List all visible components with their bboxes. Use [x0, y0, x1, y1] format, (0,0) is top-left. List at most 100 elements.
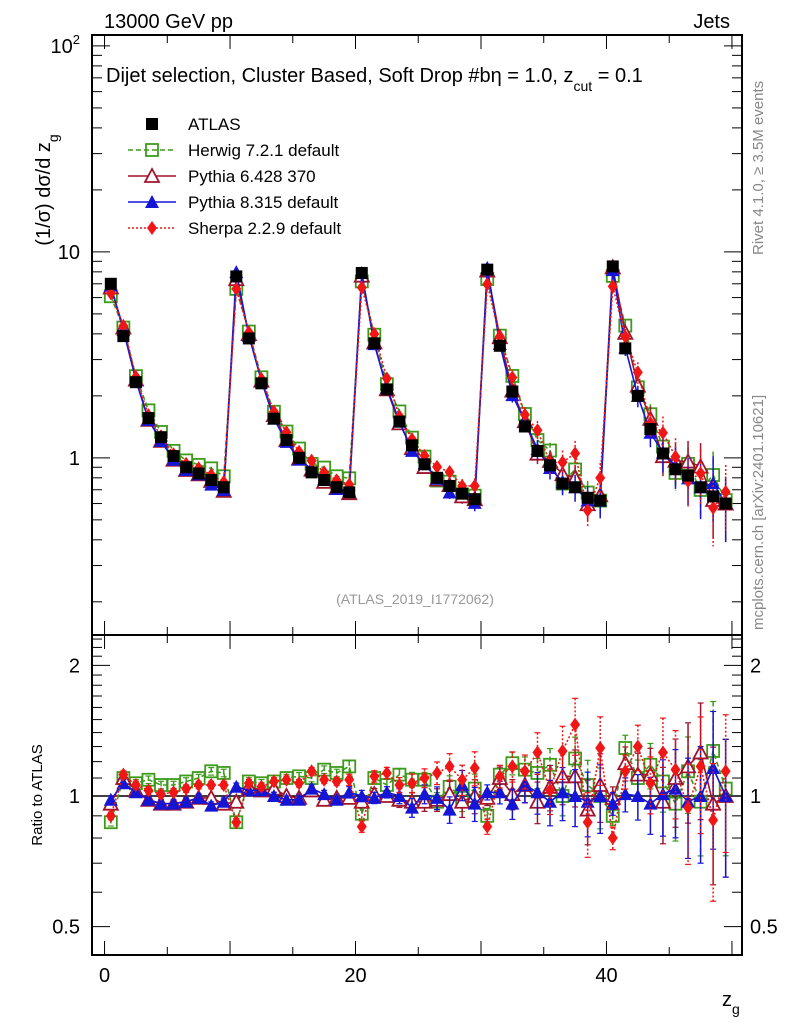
atlas-point	[518, 420, 531, 433]
ratio-point	[392, 788, 407, 802]
atlas-point	[192, 467, 205, 480]
rivet-label: Rivet 4.1.0, ≥ 3.5M events	[750, 81, 767, 255]
ratio-point	[379, 785, 394, 799]
data-point	[381, 371, 392, 386]
ratio-point	[130, 778, 141, 793]
ratio-point	[593, 788, 608, 802]
y-tick-label-right: 2	[750, 655, 761, 677]
data-point	[356, 280, 367, 295]
x-tick-label: 40	[595, 965, 617, 987]
ratio-point	[292, 792, 307, 806]
ratio-point	[430, 790, 445, 804]
ratio-point	[607, 831, 618, 846]
ratio-point	[181, 781, 192, 796]
legend-item: Herwig 7.2.1 default	[128, 141, 339, 160]
legend-label: Herwig 7.2.1 default	[188, 141, 339, 160]
ratio-point	[294, 776, 305, 791]
main-ylabel-sub: g	[45, 134, 61, 142]
ratio-point	[467, 796, 482, 810]
ratio-point	[143, 783, 154, 798]
ratio-point	[595, 741, 606, 756]
data-point	[469, 478, 480, 493]
ratio-point	[356, 819, 367, 834]
data-point	[607, 279, 618, 294]
series-line	[110, 275, 727, 503]
atlas-point	[707, 490, 720, 503]
y-tick-label: 1	[69, 448, 80, 470]
data-point	[595, 470, 606, 485]
ratio-point	[442, 802, 457, 816]
atlas-point	[569, 481, 582, 494]
ratio-point	[505, 796, 520, 810]
atlas-point	[242, 332, 255, 345]
ratio-point	[432, 765, 443, 780]
legend-marker	[143, 167, 161, 183]
ratio-point	[630, 788, 645, 802]
atlas-point	[142, 412, 155, 425]
ratio-point	[204, 798, 219, 812]
atlas-point	[167, 450, 180, 463]
legend-item: ATLAS	[146, 115, 241, 134]
atlas-point	[694, 481, 707, 494]
atlas-point	[581, 491, 594, 504]
atlas-point	[594, 494, 607, 507]
ratio-ylabel: Ratio to ATLAS	[29, 744, 46, 845]
ratio-series-sherpa-2-2-9-default	[105, 697, 731, 902]
legend-label: Sherpa 2.2.9 default	[188, 219, 341, 238]
ratio-point	[643, 796, 658, 810]
ratio-point	[620, 764, 631, 779]
ratio-point	[218, 778, 229, 793]
ratio-point	[457, 772, 468, 787]
ratio-point	[519, 764, 530, 779]
atlas-point	[104, 277, 117, 290]
atlas-point	[556, 477, 569, 490]
data-point	[708, 500, 719, 515]
atlas-point	[368, 337, 381, 350]
ratio-point	[570, 717, 581, 732]
atlas-point	[544, 459, 557, 472]
ratio-point	[281, 772, 292, 787]
atlas-point	[405, 439, 418, 452]
ratio-point	[306, 764, 317, 779]
ratio-point	[645, 776, 656, 791]
legend-label: Pythia 8.315 default	[188, 193, 339, 212]
data-point	[118, 318, 129, 333]
atlas-point	[418, 458, 431, 471]
atlas-point	[267, 412, 280, 425]
y-tick-label: 102	[51, 32, 80, 58]
series-sherpa-2-2-9-default	[105, 277, 731, 547]
ratio-point	[369, 769, 380, 784]
ratio-point	[557, 743, 568, 758]
atlas-point	[719, 497, 732, 510]
atlas-point	[531, 444, 544, 457]
atlas-point	[318, 474, 331, 487]
ratio-point	[268, 774, 279, 789]
ratio-point	[331, 774, 342, 789]
ratio-point	[279, 792, 294, 806]
main-ylabel: (1/σ) dσ/d zg	[33, 134, 61, 245]
ratio-point	[406, 776, 417, 791]
y-tick-label: 1	[69, 786, 80, 808]
ratio-point	[720, 764, 731, 779]
ratio-point	[154, 796, 169, 810]
data-point	[695, 466, 706, 481]
atlas-point	[305, 466, 318, 479]
x-tick-label: 0	[99, 965, 110, 987]
legend-label: Pythia 6.428 370	[188, 167, 316, 186]
ratio-point	[317, 787, 332, 801]
atlas-point	[619, 342, 632, 355]
ratio-point	[657, 745, 668, 760]
y-tick-label: 10	[58, 242, 80, 264]
ratio-point	[482, 819, 493, 834]
atlas-point	[230, 270, 243, 283]
y-tick-label: 2	[69, 655, 80, 677]
atlas-point	[155, 431, 168, 444]
legend-item: Pythia 6.428 370	[128, 167, 316, 186]
ratio-point	[227, 792, 245, 809]
ratio-point	[179, 794, 194, 808]
atlas-point	[180, 461, 193, 474]
ratio-point	[469, 761, 480, 776]
ratio-point	[532, 745, 543, 760]
atlas-point	[280, 434, 293, 447]
data-point	[570, 446, 581, 461]
